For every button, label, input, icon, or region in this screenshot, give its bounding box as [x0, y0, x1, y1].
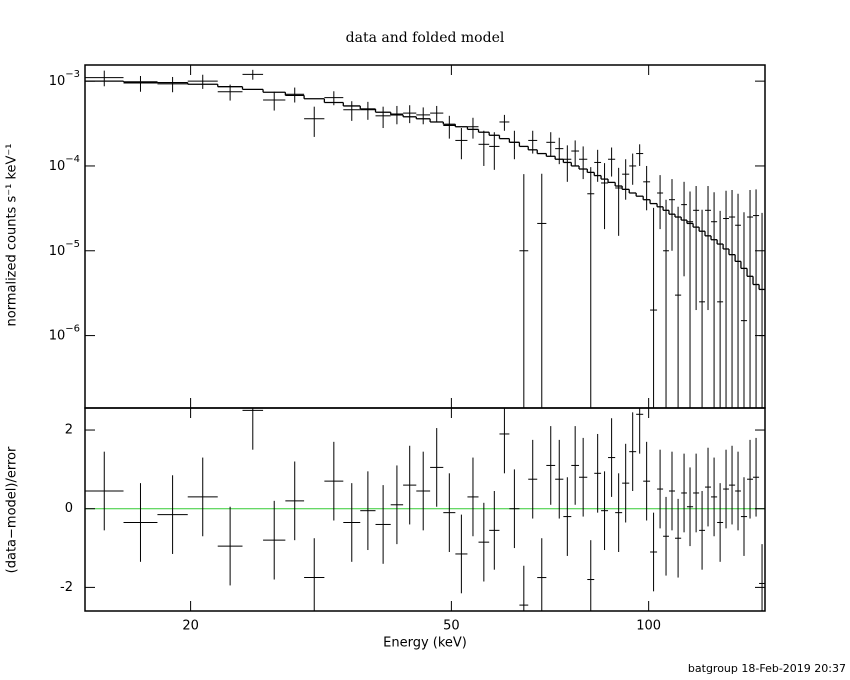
- y-axis-label: normalized counts s⁻¹ keV⁻¹: [5, 144, 20, 327]
- y-tick-label: 10−5: [49, 239, 80, 259]
- y-tick-exponent: −3: [65, 69, 80, 80]
- y-tick-label: 0: [65, 501, 73, 516]
- y-tick-label: 10−6: [49, 324, 80, 344]
- y-tick-exponent: −4: [65, 154, 80, 165]
- y-tick-label: 2: [65, 423, 73, 438]
- footer: batgroup 18-Feb-2019 20:37: [688, 662, 846, 675]
- x-tick-label: 20: [182, 619, 199, 634]
- chart-title: data and folded model: [346, 30, 505, 46]
- y-tick-base: 10: [49, 328, 66, 343]
- plot-frame: [84, 64, 766, 409]
- y-tick-base: 10: [49, 158, 66, 173]
- plot-frame: [84, 407, 766, 612]
- y-tick-base: 10: [49, 74, 66, 89]
- x-axis-label: Energy (keV): [383, 636, 467, 651]
- y-tick-label: -2: [60, 580, 73, 595]
- plot-area: [85, 408, 765, 611]
- x-tick-label: 100: [636, 619, 661, 634]
- y-tick-exponent: −5: [65, 239, 80, 250]
- x-tick-label: 50: [443, 619, 460, 634]
- y-tick-exponent: −6: [65, 324, 80, 335]
- y-tick-label: 10−3: [49, 69, 80, 89]
- y-tick-label: 10−4: [49, 154, 80, 174]
- y-tick-base: 10: [49, 243, 66, 258]
- y-axis-label: (data−model)/error: [5, 446, 20, 573]
- plot-area: [85, 69, 765, 408]
